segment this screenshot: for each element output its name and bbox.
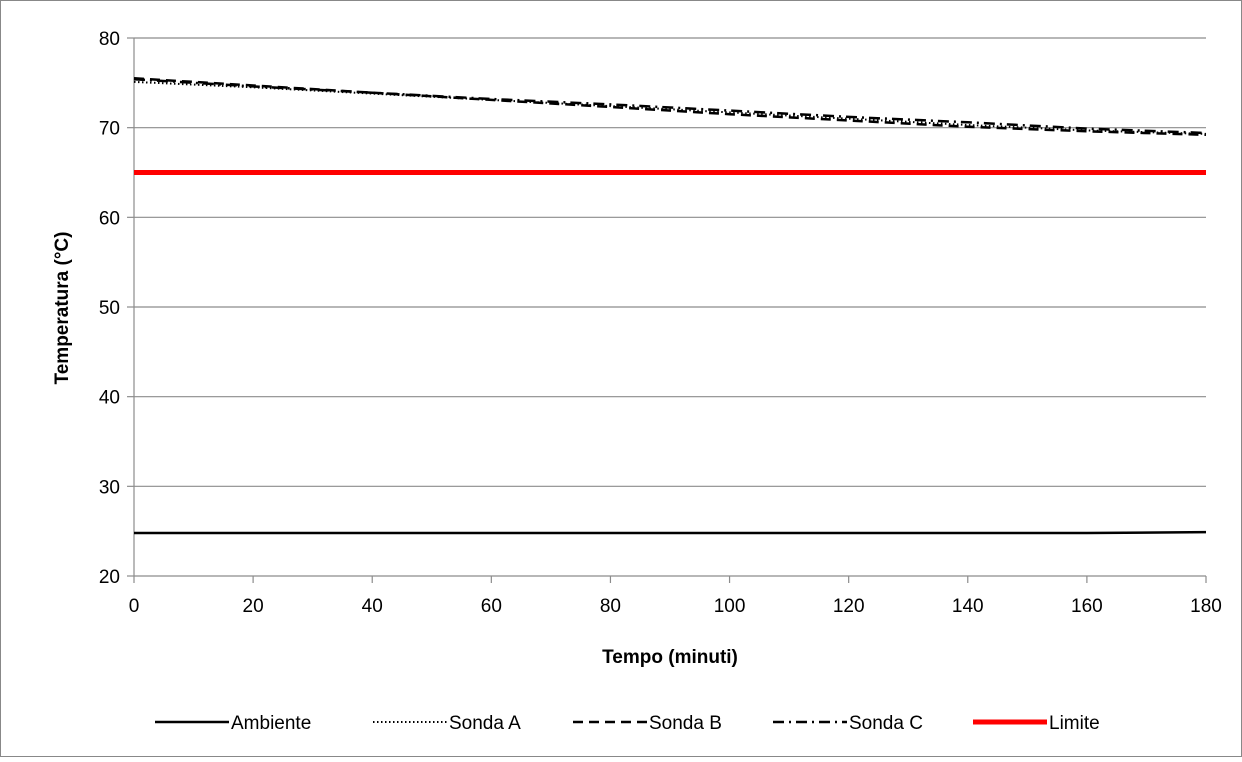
axes: 20 30 40 50 60 70 80 0 20 40 60 80 100 120 140 160 180 xyxy=(99,29,1222,617)
y-tick-label: 40 xyxy=(99,388,120,409)
x-tick-label: 140 xyxy=(952,596,984,617)
y-tick-label: 60 xyxy=(99,208,120,229)
x-tick-label: 20 xyxy=(243,596,264,617)
legend-label-limite: Limite xyxy=(1049,713,1100,734)
x-tick-label: 60 xyxy=(481,596,502,617)
y-tick-label: 30 xyxy=(99,477,120,498)
y-tick-label: 80 xyxy=(99,29,120,50)
series-line-sonda-c xyxy=(133,77,1207,135)
legend-label-sonda-a: Sonda A xyxy=(449,713,521,734)
y-tick-label: 50 xyxy=(99,298,120,319)
x-tick-label: 40 xyxy=(362,596,383,617)
legend: Ambiente Sonda A Sonda B Sonda C Limite xyxy=(155,713,1100,734)
gridlines xyxy=(134,37,1206,487)
x-tick-label: 80 xyxy=(600,596,621,617)
series-line-ambiente xyxy=(134,530,1207,535)
x-tick-label: 160 xyxy=(1071,596,1103,617)
legend-label-ambiente: Ambiente xyxy=(231,713,311,734)
y-axis-title: Temperatura (°C) xyxy=(52,232,73,385)
x-tick-label: 180 xyxy=(1190,596,1222,617)
series-line-sonda-a xyxy=(133,80,1207,135)
legend-label-sonda-c: Sonda C xyxy=(849,713,923,734)
x-axis-title: Tempo (minuti) xyxy=(602,647,738,668)
series-lines xyxy=(133,77,1207,535)
legend-label-sonda-b: Sonda B xyxy=(649,713,722,734)
y-tick-label: 70 xyxy=(99,119,120,140)
x-tick-label: 120 xyxy=(833,596,865,617)
x-tick-label: 100 xyxy=(714,596,746,617)
y-tick-label: 20 xyxy=(99,567,120,588)
x-tick-label: 0 xyxy=(129,596,140,617)
